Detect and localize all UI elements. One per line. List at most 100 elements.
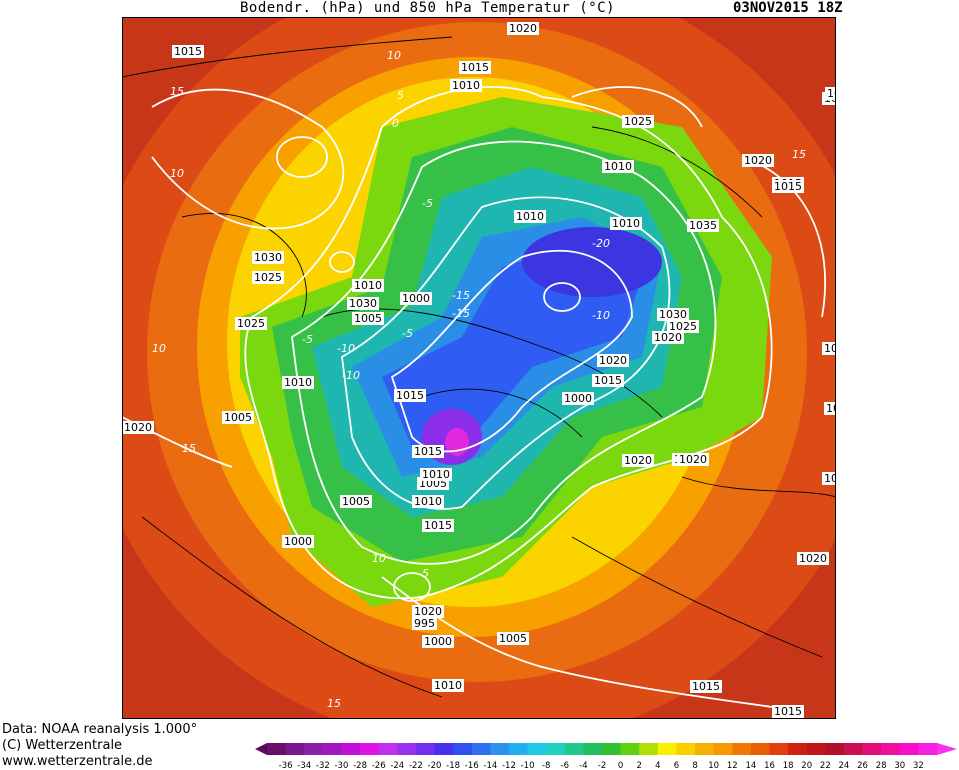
colorbar-tick-label: -8	[542, 761, 550, 770]
pressure-label: 1020	[509, 22, 537, 35]
pressure-label: 1020	[824, 342, 836, 355]
pressure-label-box	[690, 680, 722, 693]
colorbar-tick-label: -14	[483, 761, 497, 770]
colorbar-tick-label: -12	[502, 761, 516, 770]
pressure-label-box	[432, 679, 464, 692]
pressure-label: 1020	[624, 454, 652, 467]
colorbar-cell	[527, 743, 547, 755]
temperature-label: 10	[372, 552, 386, 565]
pressure-label-box	[122, 421, 154, 434]
pressure-label: 1010	[826, 402, 836, 415]
pressure-label: 1030	[254, 251, 282, 264]
pressure-label: 1000	[564, 392, 592, 405]
pressure-label-box	[822, 472, 836, 485]
pressure-label-box	[172, 45, 204, 58]
colorbar-cell	[750, 743, 770, 755]
temperature-label: -10	[337, 342, 355, 355]
colorbar-cell	[285, 743, 305, 755]
temperature-label: 5	[397, 89, 404, 102]
colorbar-tick-label: -4	[579, 761, 587, 770]
colorbar-tick-label: 8	[692, 761, 697, 770]
colorbar-cell	[508, 743, 529, 755]
pressure-labels: 1015102010151010102510101020101510101030…	[122, 22, 836, 718]
colorbar-tick-label: 12	[727, 761, 738, 770]
pressure-label-box	[592, 374, 624, 387]
temperature-label: 10	[152, 342, 166, 355]
colorbar-tick-label: 16	[764, 761, 775, 770]
pressure-label-box	[677, 453, 709, 466]
pressure-label-box	[822, 342, 836, 355]
colorbar-tick-label: 24	[839, 761, 850, 770]
colorbar-tick-label: 30	[894, 761, 905, 770]
pressure-label-box	[282, 535, 314, 548]
colorbar-cell	[732, 743, 752, 755]
pressure-label: 1025	[669, 320, 697, 333]
pressure-label: 1020	[799, 552, 827, 565]
colorbar-left-arrow	[255, 743, 267, 755]
pressure-label: 1025	[237, 317, 265, 330]
pressure-label: 1010	[354, 279, 382, 292]
pressure-label: 1010	[612, 217, 640, 230]
pressure-label-box	[340, 495, 372, 508]
pressure-label-box	[422, 519, 454, 532]
footer-copyright: (C) Wetterzentrale	[2, 738, 123, 753]
colorbar-right-arrow	[937, 743, 957, 755]
pressure-label: 1025	[824, 472, 836, 485]
pressure-label-box	[497, 632, 529, 645]
pressure-label: 1000	[402, 292, 430, 305]
weather-map: 1015102010151010102510101020101510101030…	[122, 17, 836, 719]
isobars	[122, 36, 836, 698]
colorbar-tick-label: 10	[708, 761, 719, 770]
colorbar-tick-label: -22	[409, 761, 423, 770]
pressure-label-box	[252, 251, 284, 264]
colorbar-cell	[453, 743, 473, 755]
colorbar-cell	[862, 743, 882, 755]
pressure-label: 1005	[224, 411, 252, 424]
colorbar-cell	[360, 743, 380, 755]
pressure-label-box	[602, 160, 634, 173]
pressure-label: 1020	[414, 605, 442, 618]
pressure-label: 1005	[342, 495, 370, 508]
colorbar-tick-label: -18	[446, 761, 460, 770]
temperature-label: -5	[302, 333, 313, 346]
pressure-label-box	[772, 180, 804, 193]
pressure-label: 1010	[452, 79, 480, 92]
colorbar-cell	[918, 743, 938, 755]
pressure-label: 1010	[827, 87, 836, 100]
colorbar-cell	[713, 743, 733, 755]
pressure-label: 1020	[744, 154, 772, 167]
colorbar-tick-label: -10	[521, 761, 535, 770]
temperature-label: -10	[342, 369, 360, 382]
pressure-label: 1015	[594, 374, 622, 387]
colorbar-cell	[881, 743, 901, 755]
pressure-label: 1005	[354, 312, 382, 325]
pressure-label-box	[352, 279, 384, 292]
temperature-label: -10	[592, 309, 610, 322]
colorbar-cell	[341, 743, 361, 755]
colorbar-tick-label: 32	[913, 761, 924, 770]
colorbar-cell	[602, 743, 622, 755]
pressure-label-box	[420, 468, 452, 481]
pressure-label-box	[347, 297, 379, 310]
colorbar-cell	[378, 743, 398, 755]
temperature-label: -5	[422, 197, 433, 210]
pressure-label-box	[459, 61, 491, 74]
temperature-label: 15	[182, 442, 196, 455]
pressure-label: 1025	[254, 271, 282, 284]
colorbar-tick-label: 28	[876, 761, 887, 770]
cold-core-1	[522, 227, 662, 297]
chart-title: Bodendr. (hPa) und 850 hPa Temperatur (°…	[240, 0, 616, 16]
colorbar-tick-label: -26	[372, 761, 386, 770]
temperature-label: -20	[592, 237, 610, 250]
pressure-label: 1015	[774, 180, 802, 193]
colorbar-tick-label: 6	[674, 761, 679, 770]
colorbar-tick-label: 2	[637, 761, 642, 770]
pressure-label: 1010	[414, 495, 442, 508]
pressure-label-box	[412, 605, 444, 618]
temperature-label: -15	[452, 289, 470, 302]
colorbar-tick-label: 22	[820, 761, 831, 770]
pressure-label: 1015	[461, 61, 489, 74]
pressure-label-box	[412, 445, 444, 458]
colorbar-cell	[639, 743, 659, 755]
